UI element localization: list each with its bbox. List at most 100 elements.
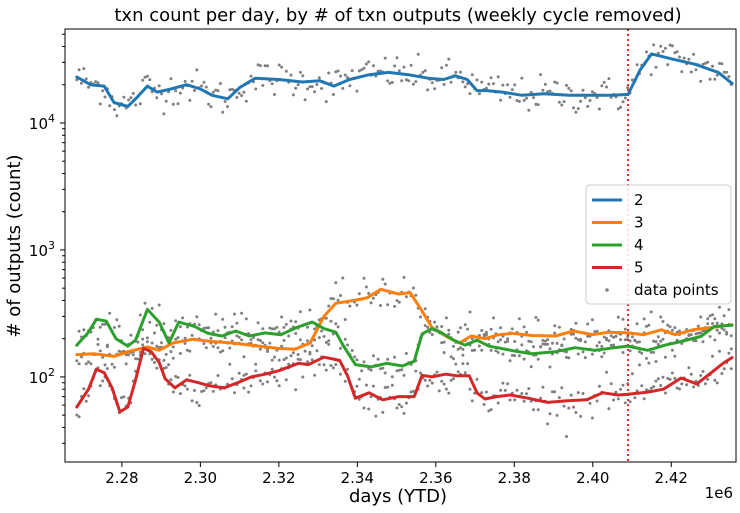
scatter-point bbox=[235, 321, 239, 325]
scatter-point bbox=[404, 78, 408, 82]
scatter-point bbox=[506, 382, 510, 386]
scatter-point bbox=[595, 344, 599, 348]
scatter-point bbox=[411, 286, 415, 290]
scatter-point bbox=[619, 387, 623, 391]
scatter-point bbox=[517, 354, 521, 358]
scatter-point bbox=[718, 61, 721, 65]
scatter-point bbox=[630, 372, 634, 376]
scatter-point bbox=[303, 349, 307, 353]
scatter-point bbox=[190, 333, 194, 337]
scatter-point bbox=[567, 86, 571, 90]
scatter-point bbox=[383, 282, 387, 286]
scatter-point bbox=[101, 379, 105, 383]
scatter-point bbox=[178, 91, 182, 95]
scatter-point bbox=[233, 391, 236, 395]
scatter-point bbox=[339, 294, 342, 297]
scatter-point bbox=[101, 89, 105, 93]
scatter-point bbox=[310, 85, 314, 89]
scatter-point bbox=[673, 326, 677, 330]
scatter-point bbox=[197, 404, 201, 407]
scatter-point bbox=[174, 374, 178, 378]
scatter-point bbox=[364, 62, 368, 66]
scatter-point bbox=[143, 75, 147, 79]
scatter-point bbox=[155, 344, 159, 348]
scatter-point bbox=[421, 70, 425, 74]
scatter-point bbox=[362, 276, 366, 280]
scatter-point bbox=[379, 69, 382, 73]
scatter-point bbox=[404, 401, 408, 405]
scatter-point bbox=[178, 325, 182, 329]
scatter-point bbox=[470, 349, 474, 352]
scatter-point bbox=[506, 337, 510, 341]
scatter-point bbox=[249, 74, 253, 78]
scatter-point bbox=[82, 328, 86, 332]
scatter-point bbox=[209, 336, 213, 340]
scatter-point bbox=[440, 379, 444, 383]
scatter-point bbox=[699, 79, 703, 83]
scatter-point bbox=[715, 73, 719, 77]
scatter-point bbox=[565, 350, 568, 354]
scatter-point bbox=[164, 366, 168, 369]
scatter-point bbox=[529, 365, 533, 369]
scatter-point bbox=[595, 399, 599, 403]
scatter-point bbox=[277, 63, 281, 67]
scatter-point bbox=[96, 81, 100, 85]
scatter-point bbox=[565, 355, 568, 359]
scatter-point bbox=[334, 70, 338, 74]
scatter-point bbox=[572, 106, 575, 110]
scatter-point bbox=[426, 325, 430, 329]
scatter-point bbox=[725, 70, 729, 74]
legend-label-4: 4 bbox=[634, 236, 644, 254]
scatter-point bbox=[183, 341, 187, 345]
scatter-point bbox=[414, 80, 418, 84]
scatter-point bbox=[346, 76, 349, 79]
scatter-point bbox=[510, 353, 514, 357]
scatter-point bbox=[230, 325, 234, 329]
scatter-point bbox=[661, 320, 665, 323]
scatter-point bbox=[475, 377, 479, 381]
scatter-point bbox=[374, 414, 378, 418]
scatter-point bbox=[362, 360, 366, 364]
scatter-point bbox=[145, 340, 149, 344]
scatter-point bbox=[301, 74, 305, 78]
scatter-point bbox=[513, 398, 517, 402]
scatter-point bbox=[487, 409, 491, 413]
scatter-point bbox=[379, 367, 382, 371]
scatter-point bbox=[633, 396, 637, 400]
scatter-point bbox=[626, 86, 630, 90]
scatter-point bbox=[440, 66, 444, 70]
scatter-point bbox=[645, 324, 648, 328]
scatter-point bbox=[466, 327, 470, 331]
scatter-point bbox=[557, 100, 561, 104]
scatter-point bbox=[233, 312, 236, 316]
scatter-point bbox=[567, 356, 571, 360]
scatter-point bbox=[652, 350, 656, 354]
scatter-point bbox=[633, 339, 637, 343]
scatter-point bbox=[541, 342, 545, 346]
scatter-point bbox=[444, 63, 448, 67]
scatter-point bbox=[680, 70, 684, 74]
scatter-point bbox=[261, 327, 265, 331]
scatter-point bbox=[183, 336, 187, 340]
scatter-point bbox=[411, 389, 415, 393]
scatter-point bbox=[442, 351, 446, 355]
scatter-point bbox=[706, 60, 710, 64]
scatter-point bbox=[621, 351, 625, 354]
scatter-point bbox=[82, 387, 86, 391]
scatter-point bbox=[346, 343, 349, 347]
scatter-point bbox=[185, 325, 189, 329]
scatter-point bbox=[689, 333, 693, 337]
scatter-point bbox=[510, 88, 514, 92]
scatter-point bbox=[525, 330, 528, 334]
scatter-point bbox=[141, 343, 145, 347]
scatter-point bbox=[115, 114, 119, 118]
scatter-point bbox=[670, 328, 674, 332]
scatter-point bbox=[112, 326, 116, 329]
scatter-point bbox=[574, 411, 578, 414]
scatter-point bbox=[98, 325, 102, 329]
scatter-point bbox=[489, 327, 493, 331]
scatter-point bbox=[433, 87, 437, 91]
scatter-point bbox=[423, 378, 427, 382]
scatter-point bbox=[329, 319, 333, 323]
scatter-point bbox=[291, 93, 295, 97]
